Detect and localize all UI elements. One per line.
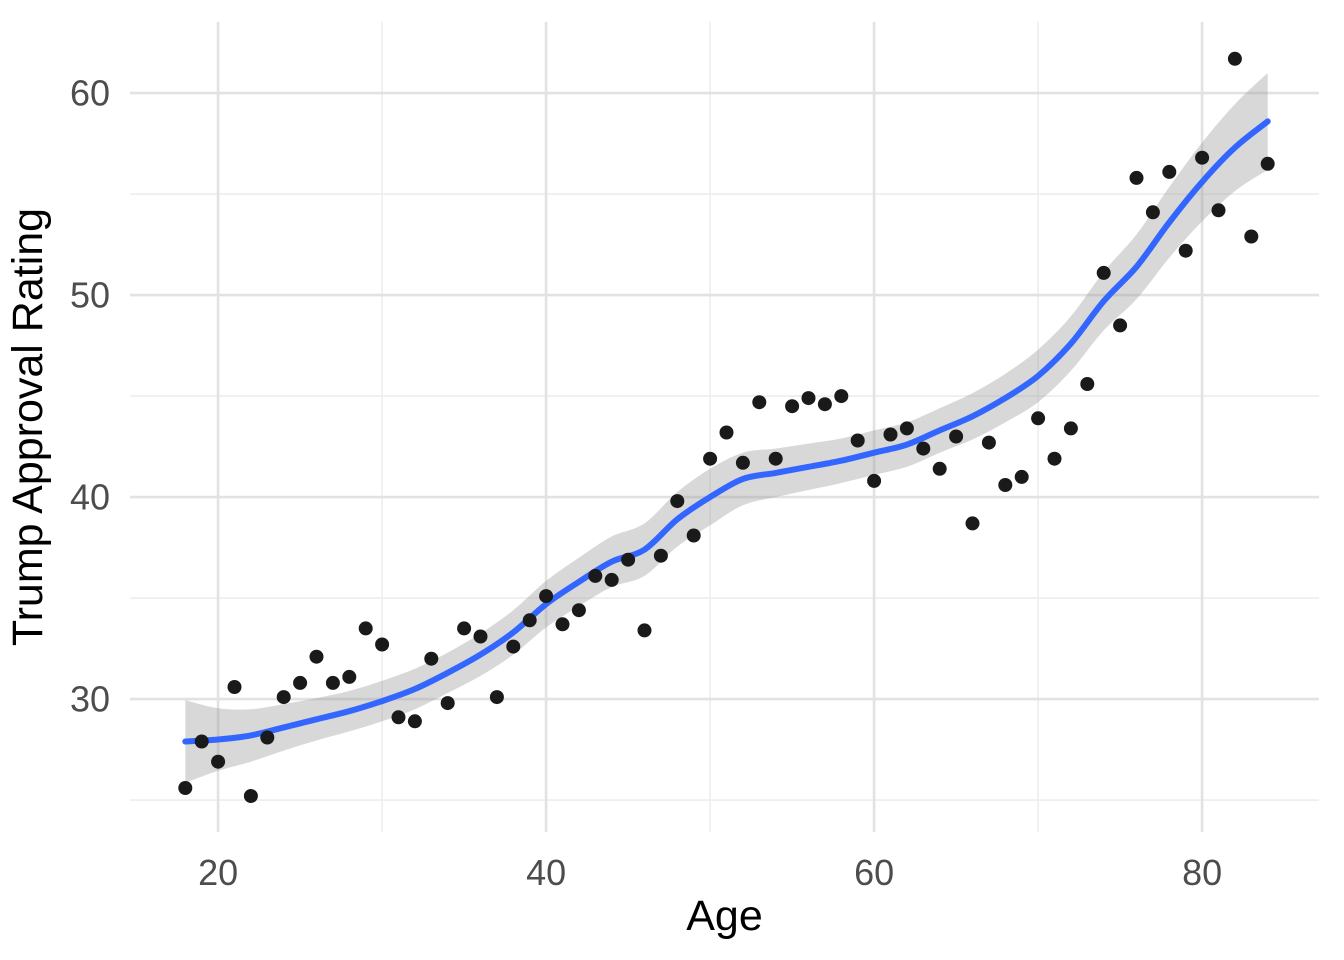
scatter-point	[916, 441, 931, 456]
scatter-point	[375, 637, 390, 652]
scatter-point	[801, 391, 816, 406]
scatter-point	[867, 473, 882, 488]
scatter-point	[1080, 377, 1095, 391]
scatter-point	[949, 429, 964, 444]
scatter-point	[522, 613, 537, 628]
scatter-point	[457, 621, 472, 636]
scatter-point	[506, 639, 521, 654]
scatter-point	[670, 494, 685, 509]
scatter-point	[178, 781, 193, 795]
scatter-point	[211, 754, 226, 769]
y-tick-label: 60	[70, 73, 110, 114]
scatter-point	[358, 621, 373, 636]
y-tick-label: 30	[70, 679, 110, 720]
scatter-points	[178, 51, 1275, 803]
scatter-point	[899, 421, 914, 436]
gridlines-minor	[130, 22, 1319, 832]
scatter-point	[1195, 150, 1210, 165]
x-tick-label: 60	[854, 852, 894, 893]
scatter-point	[1227, 51, 1242, 66]
x-tick-label: 80	[1182, 852, 1222, 893]
scatter-point	[965, 516, 980, 531]
scatter-point	[555, 617, 570, 632]
scatter-point	[276, 690, 291, 705]
scatter-point	[489, 690, 504, 705]
scatter-point	[1014, 469, 1029, 484]
scatter-point	[850, 433, 865, 448]
scatter-point	[932, 461, 947, 476]
scatter-point	[309, 649, 324, 664]
scatter-point	[883, 427, 898, 442]
scatter-point	[539, 589, 554, 604]
scatter-point	[1063, 421, 1078, 436]
scatter-point	[817, 397, 832, 412]
scatter-point	[1211, 203, 1226, 218]
confidence-band	[185, 72, 1268, 783]
scatter-point	[260, 730, 275, 745]
y-axis-title: Trump Approval Rating	[4, 208, 52, 646]
scatter-point	[768, 451, 783, 466]
scatter-point	[342, 669, 357, 684]
x-tick-label: 40	[526, 852, 566, 893]
scatter-point	[1047, 451, 1062, 466]
scatter-point	[1178, 243, 1193, 258]
scatter-point	[1096, 265, 1111, 280]
scatter-point	[735, 455, 750, 470]
scatter-point	[440, 696, 455, 711]
scatter-point	[785, 399, 800, 414]
scatter-point	[998, 478, 1013, 492]
scatter-point	[227, 680, 242, 694]
scatter-point	[621, 552, 636, 567]
scatter-point	[604, 572, 619, 587]
x-tick-labels: 20 40 60 80	[198, 852, 1222, 893]
y-tick-label: 50	[70, 275, 110, 316]
scatter-point	[719, 425, 734, 440]
scatter-point	[473, 629, 488, 644]
scatter-point	[1145, 205, 1160, 220]
scatter-point	[834, 389, 849, 404]
scatter-point	[588, 568, 603, 583]
scatter-point	[686, 528, 701, 543]
scatter-point	[1129, 170, 1144, 185]
x-axis-title: Age	[686, 892, 763, 940]
scatter-point	[243, 789, 258, 803]
scatter-point	[752, 395, 767, 410]
scatter-point	[981, 435, 996, 450]
scatter-point	[1162, 164, 1177, 179]
y-tick-labels: 30 40 50 60	[70, 73, 110, 720]
y-tick-label: 40	[70, 477, 110, 518]
scatter-point	[653, 548, 668, 563]
scatter-point	[391, 710, 406, 725]
smooth-line	[182, 118, 1271, 745]
scatter-point	[1113, 318, 1128, 333]
scatter-point	[571, 603, 586, 618]
scatter-point	[1260, 156, 1275, 171]
scatter-point	[1244, 229, 1259, 244]
scatter-point	[424, 651, 439, 666]
scatter-point	[637, 623, 652, 638]
scatter-point	[325, 675, 340, 690]
scatter-point	[407, 714, 422, 729]
x-tick-label: 20	[198, 852, 238, 893]
scatter-point	[194, 734, 209, 749]
scatter-point	[1031, 411, 1046, 426]
scatter-point	[293, 675, 308, 690]
scatter-point	[703, 451, 718, 466]
